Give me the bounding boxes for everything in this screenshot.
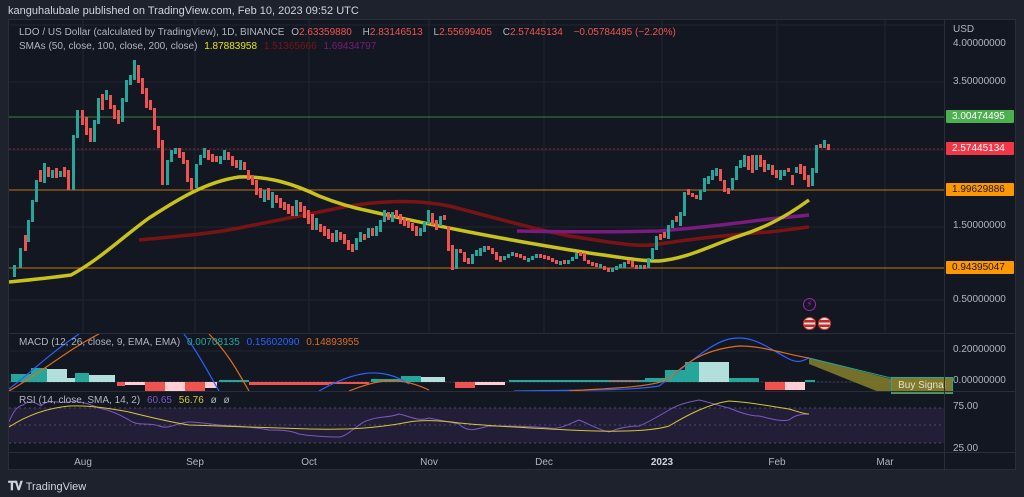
- macd-pane[interactable]: MACD (12, 26, close, 9, EMA, EMA) 0.0070…: [9, 334, 944, 391]
- rsi-legend: RSI (14, close, SMA, 14, 2) 60.65 56.76 …: [19, 395, 234, 406]
- sma100-value: 1.51365666: [263, 41, 317, 52]
- price-tick: 3.50000000: [953, 76, 1006, 87]
- sma200-value: 1.69434797: [323, 41, 377, 52]
- sma50-value: 1.87883958: [204, 41, 258, 52]
- price-pane[interactable]: ⚡ LDO / US Dollar (calculated by Trading…: [9, 20, 944, 333]
- time-label-year: 2023: [650, 457, 674, 468]
- lightning-event-icon[interactable]: ⚡: [803, 298, 816, 311]
- rsi-na-value: ø: [223, 395, 230, 406]
- high-label: H: [362, 27, 370, 38]
- macd-axis[interactable]: 0.20000000 0.00000000: [944, 334, 1015, 391]
- rsi-line: [9, 399, 810, 438]
- pane-divider[interactable]: [9, 333, 1015, 334]
- low-value: 2.55699405: [439, 27, 492, 38]
- us-flag-event-icon[interactable]: [818, 317, 831, 330]
- time-label: Sep: [186, 457, 204, 468]
- rsi-tick: 25.00: [953, 443, 979, 454]
- last-price-tag: 2.57445134: [946, 142, 1014, 155]
- price-axis[interactable]: USD 4.00000000 3.50000000 2.50000000 1.5…: [944, 20, 1015, 333]
- open-label: O: [291, 27, 300, 38]
- currency-label: USD: [953, 24, 975, 35]
- brand-name: TradingView: [25, 480, 87, 493]
- resistance-price-tag: 3.00474495: [946, 110, 1014, 123]
- time-label: Feb: [768, 457, 786, 468]
- macd-hist-value: 0.00708135: [186, 337, 240, 348]
- close-value: 2.57445134: [509, 27, 563, 38]
- price-plot: [9, 20, 944, 333]
- symbol-legend: LDO / US Dollar (calculated by TradingVi…: [19, 27, 680, 38]
- high-value: 2.83146513: [369, 27, 423, 38]
- macd-tick: 0.20000000: [953, 344, 1006, 355]
- time-label: Nov: [420, 457, 438, 468]
- sma200-line: [516, 213, 810, 234]
- time-label: Dec: [535, 457, 553, 468]
- signal-line: [9, 334, 810, 391]
- macd-tick: 0.00000000: [953, 375, 1006, 386]
- price-tick: 0.50000000: [953, 294, 1006, 305]
- tradingview-logo-icon: 𝐓𝐕: [8, 479, 23, 493]
- change-value: −0.05784495 (−2.20%): [573, 27, 676, 38]
- low-label: L: [433, 27, 440, 38]
- price-tick: 1.50000000: [953, 220, 1006, 231]
- macd-legend: MACD (12, 26, close, 9, EMA, EMA) 0.0070…: [19, 337, 363, 348]
- candles: [13, 60, 830, 277]
- macd-line: [9, 334, 810, 391]
- open-value: 2.63359880: [299, 27, 352, 38]
- axis-corner: [944, 453, 1015, 471]
- rsi-plot: [9, 399, 944, 444]
- rsi-value: 60.65: [146, 395, 172, 406]
- macd-plot: [9, 334, 944, 391]
- time-label: Oct: [301, 457, 317, 468]
- rsi-label: RSI (14, close, SMA, 14, 2): [19, 395, 141, 406]
- publisher-line: kanguhalubale published on TradingView.c…: [8, 5, 359, 17]
- time-axis[interactable]: Aug Sep Oct Nov Dec 2023 Feb Mar: [9, 453, 944, 471]
- sma50-line: [9, 175, 811, 284]
- macd-signal-value: 0.14893955: [306, 337, 360, 348]
- time-label: Mar: [876, 457, 894, 468]
- support-price-tag: 0.94395047: [946, 261, 1014, 274]
- close-label: C: [502, 27, 510, 38]
- buy-signal-callout[interactable]: Buy Signal: [891, 377, 953, 394]
- sma100-line: [138, 199, 810, 248]
- chart-frame[interactable]: ⚡ LDO / US Dollar (calculated by Trading…: [8, 19, 1016, 471]
- rsi-pane[interactable]: RSI (14, close, SMA, 14, 2) 60.65 56.76 …: [9, 392, 944, 452]
- us-flag-event-icon[interactable]: [803, 317, 816, 330]
- sma-legend: SMAs (50, close, 100, close, 200, close)…: [19, 41, 380, 52]
- sma-label: SMAs (50, close, 100, close, 200, close): [19, 41, 198, 52]
- rsi-ma-value: 56.76: [178, 395, 204, 406]
- time-label: Aug: [74, 457, 92, 468]
- pane-divider: [9, 452, 1015, 453]
- buy-signal-callout-tail: [809, 358, 891, 391]
- rsi-axis[interactable]: 75.00 25.00: [944, 392, 1015, 454]
- pane-divider[interactable]: [9, 391, 1015, 392]
- rsi-tick: 75.00: [953, 401, 979, 412]
- macd-value: 0.15602090: [246, 337, 300, 348]
- price-tick: 4.00000000: [953, 38, 1006, 49]
- macd-histogram: [11, 362, 815, 391]
- footer-brand[interactable]: 𝐓𝐕 TradingView: [8, 479, 86, 494]
- macd-label: MACD (12, 26, close, 9, EMA, EMA): [19, 337, 181, 348]
- rsi-ma-line: [9, 400, 810, 432]
- rsi-na-value: ø: [210, 395, 217, 406]
- symbol-title: LDO / US Dollar (calculated by TradingVi…: [19, 27, 285, 38]
- level-price-tag: 1.99629886: [946, 183, 1014, 196]
